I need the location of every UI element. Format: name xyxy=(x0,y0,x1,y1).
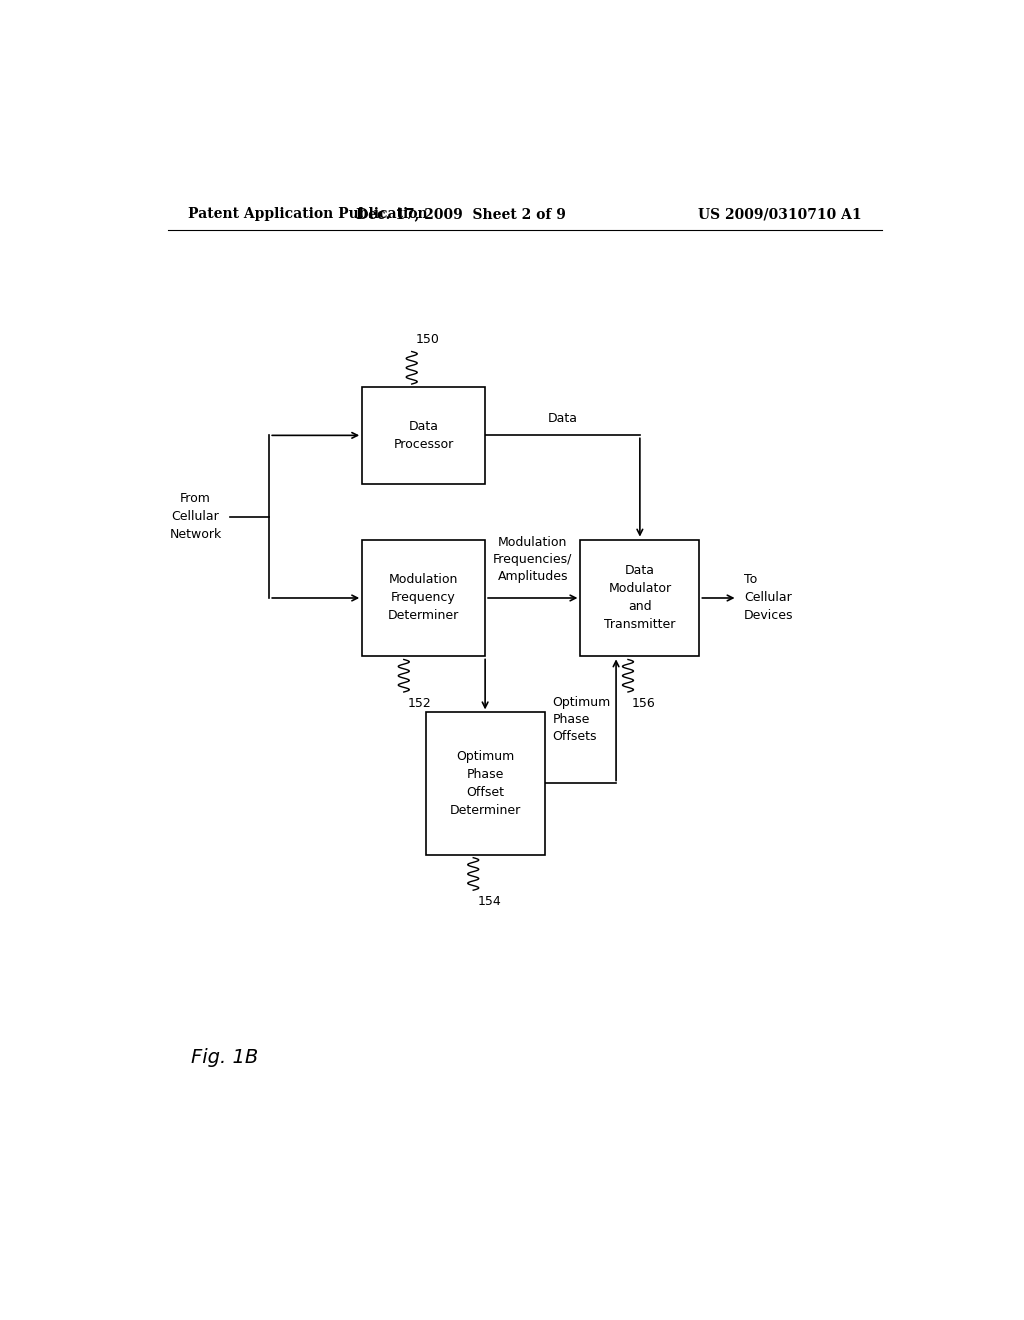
FancyBboxPatch shape xyxy=(362,387,485,483)
Text: 150: 150 xyxy=(416,334,439,346)
Text: Data
Modulator
and
Transmitter: Data Modulator and Transmitter xyxy=(604,565,676,631)
Text: Fig. 1B: Fig. 1B xyxy=(191,1048,259,1068)
Text: Data
Processor: Data Processor xyxy=(393,420,454,451)
Text: From
Cellular
Network: From Cellular Network xyxy=(169,492,221,541)
Text: Patent Application Publication: Patent Application Publication xyxy=(187,207,427,222)
Text: Optimum
Phase
Offsets: Optimum Phase Offsets xyxy=(553,697,611,743)
FancyBboxPatch shape xyxy=(581,540,699,656)
Text: Dec. 17, 2009  Sheet 2 of 9: Dec. 17, 2009 Sheet 2 of 9 xyxy=(356,207,566,222)
Text: Data: Data xyxy=(548,412,578,425)
Text: US 2009/0310710 A1: US 2009/0310710 A1 xyxy=(698,207,862,222)
Text: Optimum
Phase
Offset
Determiner: Optimum Phase Offset Determiner xyxy=(450,750,521,817)
Text: Modulation
Frequency
Determiner: Modulation Frequency Determiner xyxy=(388,573,459,623)
Text: To
Cellular
Devices: To Cellular Devices xyxy=(743,573,794,623)
FancyBboxPatch shape xyxy=(362,540,485,656)
Text: 154: 154 xyxy=(477,895,501,908)
Text: Modulation
Frequencies/
Amplitudes: Modulation Frequencies/ Amplitudes xyxy=(493,536,572,582)
FancyBboxPatch shape xyxy=(426,713,545,854)
Text: 152: 152 xyxy=(408,697,431,710)
Text: 156: 156 xyxy=(632,697,655,710)
